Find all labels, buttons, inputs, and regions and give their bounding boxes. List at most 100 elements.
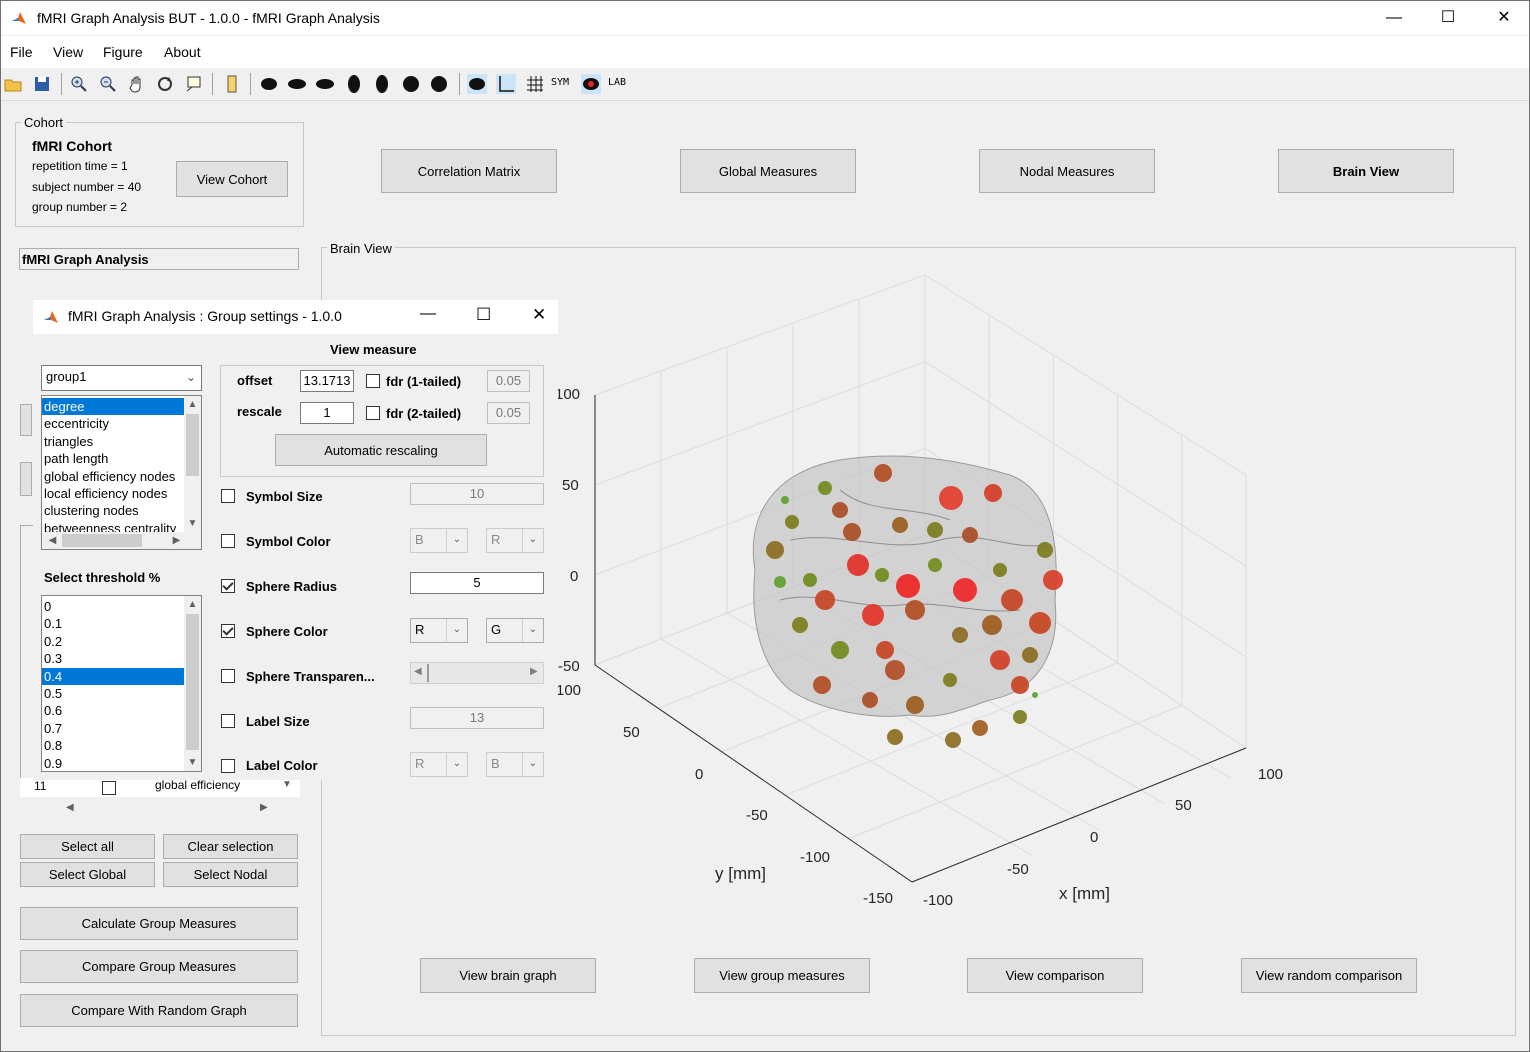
symbol-color-select-2[interactable]: R ⌄ — [486, 528, 544, 553]
measures-vscroll[interactable]: ▲ ▼ — [184, 396, 201, 532]
measure-item[interactable]: degree — [42, 398, 184, 416]
zoom-out-icon[interactable] — [98, 74, 118, 94]
brain-color-icon[interactable] — [581, 74, 601, 94]
threshold-item[interactable]: 0.7 — [44, 720, 63, 736]
scroll-right-icon[interactable]: ▶ — [172, 535, 181, 546]
fdr2-input[interactable]: 0.05 — [487, 402, 530, 424]
dialog-close-button[interactable]: ✕ — [532, 305, 547, 324]
axes-icon[interactable] — [496, 74, 516, 94]
threshold-listbox[interactable]: 0 0.1 0.2 0.3 0.4 0.5 0.6 0.7 0.8 0.9 ▲ ▼ — [41, 595, 202, 772]
menu-file[interactable]: File — [10, 44, 33, 60]
threshold-item[interactable]: 0.3 — [44, 651, 63, 667]
brain-view-4-icon[interactable] — [344, 74, 364, 94]
threshold-item[interactable]: 0.1 — [44, 616, 63, 632]
grid-icon[interactable] — [525, 74, 545, 94]
automatic-rescaling-button[interactable]: Automatic rescaling — [275, 434, 487, 466]
save-icon[interactable] — [32, 74, 52, 94]
symbol-color-select-1[interactable]: B ⌄ — [410, 528, 468, 553]
close-button[interactable]: ✕ — [1481, 1, 1527, 35]
brain-view-3-icon[interactable] — [315, 74, 335, 94]
measure-item[interactable]: eccentricity — [44, 416, 110, 432]
offset-input[interactable]: 13.1713 — [300, 370, 354, 392]
calculate-group-measures-button[interactable]: Calculate Group Measures — [20, 907, 298, 940]
view-comparison-button[interactable]: View comparison — [967, 958, 1143, 993]
open-folder-icon[interactable] — [3, 74, 23, 94]
scroll-left-icon[interactable]: ◀ — [48, 535, 57, 546]
pan-hand-icon[interactable] — [127, 74, 147, 94]
dialog-maximize-button[interactable]: ☐ — [476, 305, 492, 324]
menu-about[interactable]: About — [164, 44, 201, 60]
threshold-item[interactable]: 0 — [44, 599, 52, 614]
fdr2-checkbox[interactable] — [366, 406, 380, 420]
threshold-item[interactable]: 0.2 — [44, 633, 63, 649]
global-measures-button[interactable]: Global Measures — [680, 149, 856, 193]
brain-3d-plot[interactable]: 100 50 0 -50 100 50 0 -50 -100 -150 100 … — [540, 270, 1310, 920]
correlation-matrix-button[interactable]: Correlation Matrix — [381, 149, 557, 193]
brain-surface-icon[interactable] — [467, 74, 487, 94]
sphere-transparency-checkbox[interactable] — [221, 669, 235, 683]
brain-view-5-icon[interactable] — [372, 74, 392, 94]
measure-item[interactable]: local efficiency nodes — [44, 485, 168, 501]
view-random-comparison-button[interactable]: View random comparison — [1241, 958, 1417, 993]
maximize-button[interactable]: ☐ — [1425, 1, 1471, 35]
label-size-input[interactable]: 13 — [410, 707, 544, 729]
table-hscroll[interactable]: ◀ ▶ — [46, 800, 280, 818]
threshold-item[interactable]: 0.9 — [44, 755, 63, 771]
rescale-input[interactable]: 1 — [300, 402, 354, 424]
measures-listbox[interactable]: degree eccentricity triangles path length gl… — [41, 395, 202, 550]
symbol-size-input[interactable]: 10 — [410, 483, 544, 505]
label-color-checkbox[interactable] — [221, 759, 235, 773]
sphere-color-checkbox[interactable] — [221, 624, 235, 638]
measure-item[interactable]: betweenness centrality — [44, 520, 177, 536]
sphere-color-select-1[interactable]: R ⌄ — [410, 618, 468, 643]
clear-selection-button[interactable]: Clear selection — [163, 834, 298, 859]
measure-item[interactable]: path length — [44, 451, 109, 467]
view-cohort-button[interactable]: View Cohort — [176, 161, 288, 197]
threshold-item[interactable]: 0.6 — [44, 703, 63, 719]
threshold-item[interactable]: 0.5 — [44, 685, 63, 701]
threshold-item[interactable]: 0.8 — [44, 738, 63, 754]
nodal-measures-button[interactable]: Nodal Measures — [979, 149, 1155, 193]
sphere-transparency-slider[interactable]: ◀ ▶ — [410, 662, 544, 684]
slider-right-icon[interactable]: ▶ — [530, 666, 538, 677]
select-all-button[interactable]: Select all — [20, 834, 155, 859]
compare-group-measures-button[interactable]: Compare Group Measures — [20, 950, 298, 983]
symbol-color-checkbox[interactable] — [221, 534, 235, 548]
threshold-item[interactable]: 0.4 — [42, 667, 184, 685]
fdr1-input[interactable]: 0.05 — [487, 370, 530, 392]
threshold-vscroll[interactable]: ▲ ▼ — [184, 596, 201, 771]
compare-random-graph-button[interactable]: Compare With Random Graph — [20, 994, 298, 1027]
sphere-radius-checkbox[interactable] — [221, 579, 235, 593]
scroll-down-icon[interactable]: ▼ — [187, 518, 198, 529]
dialog-minimize-button[interactable]: — — [420, 305, 436, 322]
brain-view-2-icon[interactable] — [287, 74, 307, 94]
slider-thumb[interactable] — [427, 664, 429, 682]
threshold-scroll-up-icon[interactable]: ▲ — [187, 599, 198, 610]
view-group-measures-button[interactable]: View group measures — [694, 958, 870, 993]
row-checkbox[interactable] — [102, 781, 116, 795]
fdr1-checkbox[interactable] — [366, 374, 380, 388]
measure-item[interactable]: triangles — [44, 433, 94, 449]
hidden-button-1[interactable] — [20, 404, 32, 436]
lab-toggle[interactable]: LAB — [608, 77, 627, 88]
colorbar-icon[interactable] — [222, 74, 242, 94]
hidden-button-2[interactable] — [20, 462, 32, 496]
menu-figure[interactable]: Figure — [103, 44, 143, 60]
table-scroll-right-icon[interactable]: ▶ — [260, 802, 268, 813]
brain-view-6-icon[interactable] — [401, 74, 421, 94]
brain-view-7-icon[interactable] — [429, 74, 449, 94]
brain-view-button[interactable]: Brain View — [1278, 149, 1454, 193]
sym-toggle[interactable]: SYM — [551, 77, 570, 88]
slider-left-icon[interactable]: ◀ — [414, 666, 422, 677]
view-brain-graph-button[interactable]: View brain graph — [420, 958, 596, 993]
brain-view-1-icon[interactable] — [259, 74, 279, 94]
select-nodal-button[interactable]: Select Nodal — [163, 862, 298, 887]
group-select[interactable]: group1 ⌄ — [41, 365, 202, 391]
label-size-checkbox[interactable] — [221, 714, 235, 728]
select-global-button[interactable]: Select Global — [20, 862, 155, 887]
sphere-color-select-2[interactable]: G ⌄ — [486, 618, 544, 643]
label-color-select-2[interactable]: B ⌄ — [486, 752, 544, 777]
menu-view[interactable]: View — [53, 44, 84, 60]
minimize-button[interactable]: — — [1371, 1, 1417, 35]
label-color-select-1[interactable]: R ⌄ — [410, 752, 468, 777]
